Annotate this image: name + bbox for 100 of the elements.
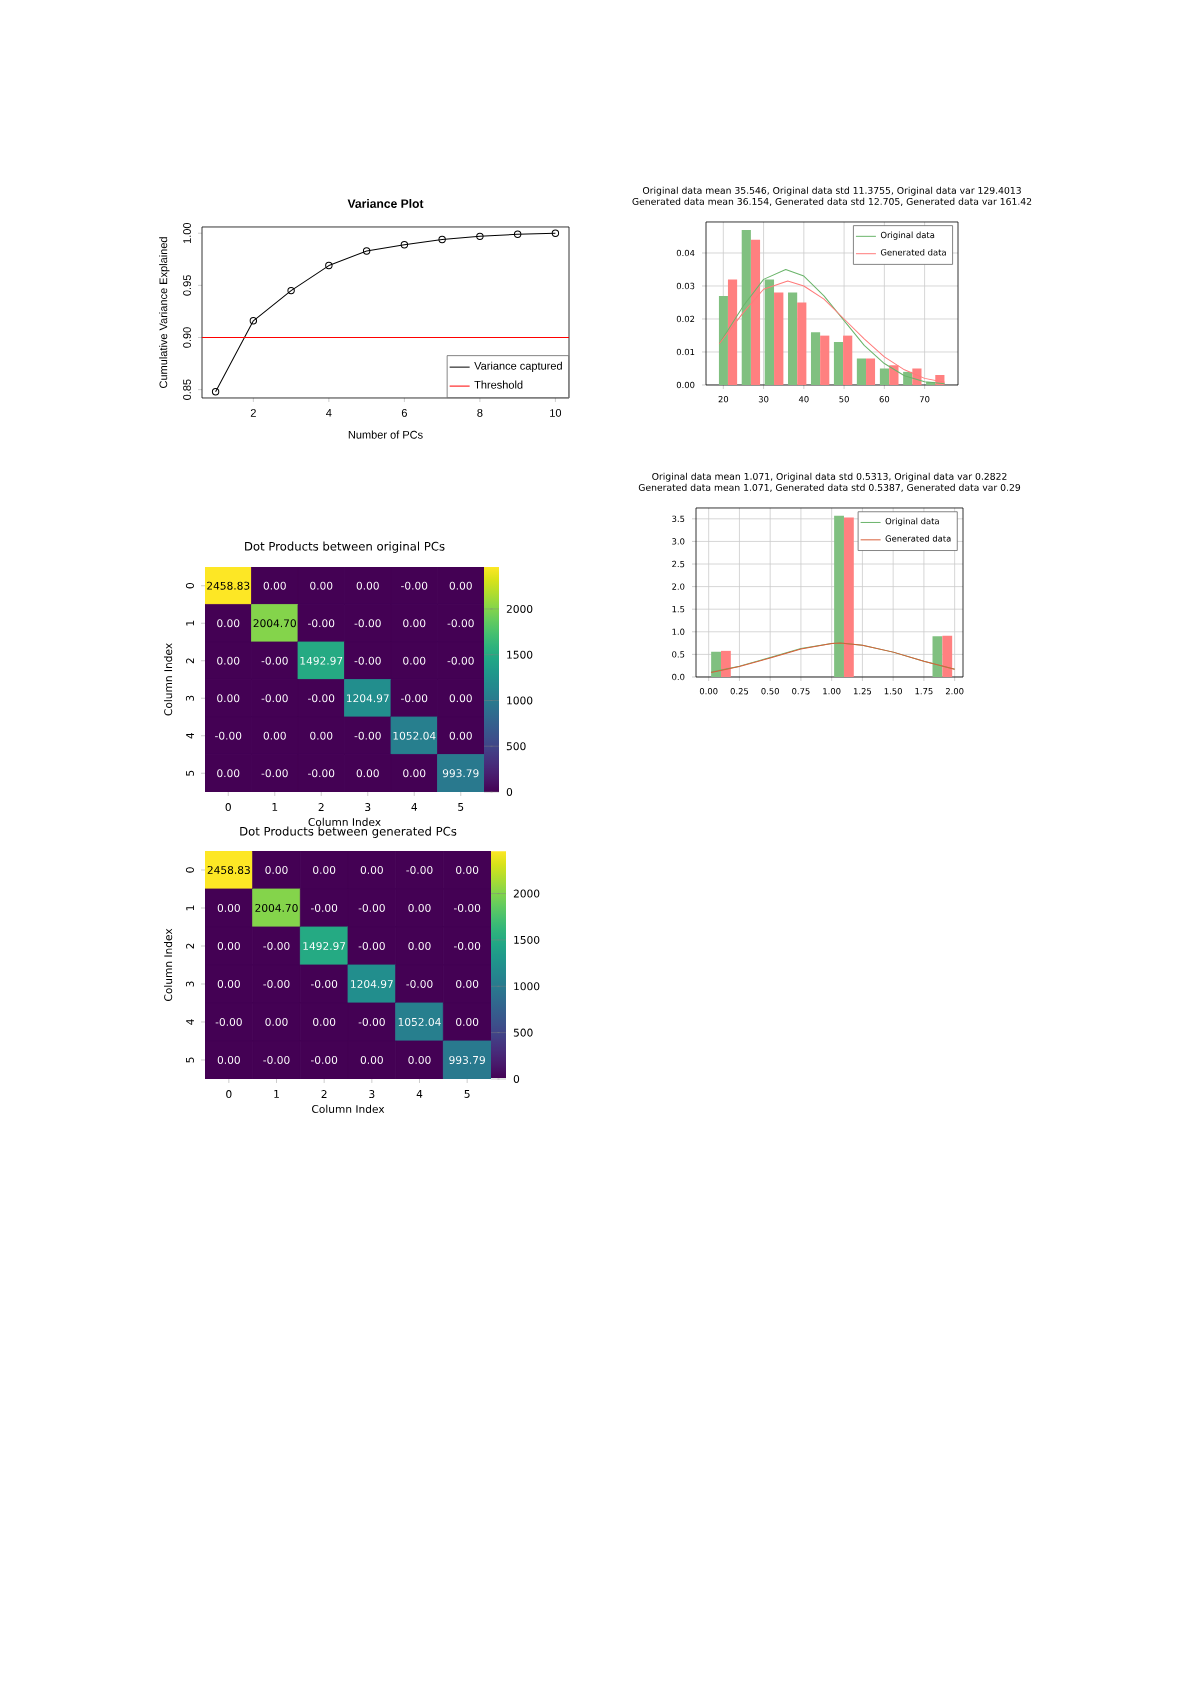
y-tick-label: 3.5 xyxy=(672,515,685,523)
x-tick-label: 40 xyxy=(798,396,809,403)
data-label: 0.00 xyxy=(265,865,288,874)
y-tick-label: 0.95 xyxy=(183,275,191,296)
y-tick-label: 3 xyxy=(185,695,194,701)
legend-label: Generated data xyxy=(880,249,946,256)
data-label: -0.00 xyxy=(354,656,381,665)
data-label: 0.00 xyxy=(449,581,472,590)
y-tick-label: 1 xyxy=(186,905,194,911)
data-label: -0.00 xyxy=(447,619,474,628)
chart-title: Original data mean 35.546, Original data std 11.3755, Original data var 129.4013 xyxy=(642,186,1021,196)
x-tick-label: 0.50 xyxy=(761,688,779,695)
data-label: 0.00 xyxy=(456,979,479,988)
y-tick-label: 5 xyxy=(186,1057,194,1063)
data-label: 0.00 xyxy=(403,769,426,778)
data-label: 0.00 xyxy=(217,941,240,950)
data-label: -0.00 xyxy=(354,731,381,740)
x-tick-label: 5 xyxy=(464,1090,470,1098)
y-tick-label: 4 xyxy=(186,732,194,739)
y-tick-label: 3 xyxy=(185,981,194,987)
legend-label: Original data xyxy=(880,231,935,240)
data-label: 2004.70 xyxy=(253,619,296,628)
y-tick-label: 0.5 xyxy=(672,651,685,658)
x-tick-label: 20 xyxy=(718,396,729,403)
x-tick-label: 30 xyxy=(758,396,769,403)
y-tick-label: 1 xyxy=(186,620,194,626)
y-tick-label: 0.85 xyxy=(183,379,191,400)
y-tick-label: 1.00 xyxy=(183,222,191,244)
data-label: 0.00 xyxy=(313,865,336,874)
data-label: -0.00 xyxy=(453,941,481,950)
y-tick-label: 1.5 xyxy=(672,606,685,613)
data-label: 0.00 xyxy=(263,581,286,590)
x-axis-title: Column Index xyxy=(312,1104,385,1113)
data-label: 1492.97 xyxy=(303,941,346,950)
x-tick-label: 1 xyxy=(272,803,278,811)
data-label: 0.00 xyxy=(403,656,426,665)
data-label: 1052.04 xyxy=(393,731,436,740)
data-label: 2458.83 xyxy=(207,581,250,590)
x-tick-label: 1.75 xyxy=(915,688,933,695)
chart-title: Variance Plot xyxy=(347,199,424,208)
data-label: -0.00 xyxy=(308,619,335,628)
y-tick-label: 0.00 xyxy=(676,381,695,389)
x-tick-label: 4 xyxy=(326,409,332,417)
data-label: -0.00 xyxy=(447,656,474,665)
x-tick-label: 2 xyxy=(318,803,324,811)
y-axis-title: Column Index xyxy=(163,643,173,716)
y-tick-label: 0.90 xyxy=(183,327,191,348)
y-tick-label: 0 xyxy=(185,583,194,589)
chart-title: Dot Products between generated PCs xyxy=(240,826,457,838)
data-label: 0.00 xyxy=(217,694,240,703)
color-bar-label: 1500 xyxy=(514,935,540,944)
data-label: 0.00 xyxy=(310,581,333,590)
data-label: 0.00 xyxy=(356,581,379,590)
data-label: -0.00 xyxy=(215,731,242,740)
x-tick-label: 50 xyxy=(839,396,849,403)
chart-subtitle: Generated data mean 1.071, Generated data std 0.5387, Generated data var 0.29 xyxy=(638,483,1021,492)
x-tick-label: 60 xyxy=(879,396,890,403)
legend-label: Variance captured xyxy=(474,361,562,372)
x-axis-title: Number of PCs xyxy=(348,430,423,439)
data-label: 1052.04 xyxy=(398,1017,441,1026)
data-label: -0.00 xyxy=(358,1017,385,1026)
data-label: 0.00 xyxy=(456,865,479,874)
x-tick-label: 4 xyxy=(411,803,418,811)
data-label: -0.00 xyxy=(406,865,433,874)
data-label: 0.00 xyxy=(217,979,240,988)
color-bar-label: 500 xyxy=(513,1028,533,1037)
y-axis-title: Cumulative Variance Explained xyxy=(159,237,170,388)
chart-title: Original data mean 1.071, Original data std 0.5313, Original data var 0.2822 xyxy=(652,472,1007,482)
data-label: 0.00 xyxy=(408,1055,431,1064)
x-tick-label: 70 xyxy=(919,396,930,403)
x-tick-label: 3 xyxy=(369,1090,375,1099)
color-bar-label: 500 xyxy=(506,742,526,751)
legend-label: Original data xyxy=(885,517,939,526)
data-label: -0.00 xyxy=(261,656,288,665)
data-label: 2458.83 xyxy=(207,865,250,874)
data-label: -0.00 xyxy=(310,979,338,988)
x-tick-label: 0 xyxy=(225,803,231,812)
data-label: 0.00 xyxy=(356,769,379,778)
y-tick-label: 2 xyxy=(186,658,194,664)
data-label: 1204.97 xyxy=(351,979,393,988)
data-label: 1204.97 xyxy=(347,694,389,703)
color-bar-label: 2000 xyxy=(506,604,533,613)
x-tick-label: 2 xyxy=(321,1090,327,1098)
data-label: -0.00 xyxy=(310,903,338,912)
x-tick-label: 8 xyxy=(477,409,483,417)
data-label: 0.00 xyxy=(217,769,240,778)
color-bar-label: 2000 xyxy=(513,889,540,898)
data-label: 0.00 xyxy=(313,1017,336,1026)
y-tick-label: 2.0 xyxy=(672,583,685,590)
data-label: -0.00 xyxy=(308,694,335,703)
data-label: -0.00 xyxy=(308,769,335,778)
y-tick-label: 1.0 xyxy=(672,628,685,635)
color-bar-label: 1000 xyxy=(507,696,533,705)
x-tick-label: 1 xyxy=(274,1090,279,1098)
chart-subtitle: Generated data mean 36.154, Generated data std 12.705, Generated data var 161.42 xyxy=(632,197,1032,206)
x-axis-title: Column Index xyxy=(308,817,381,827)
x-tick-label: 1.50 xyxy=(884,688,902,695)
x-tick-label: 1.00 xyxy=(823,688,841,695)
data-label: -0.00 xyxy=(263,941,290,950)
data-label: -0.00 xyxy=(453,903,481,912)
